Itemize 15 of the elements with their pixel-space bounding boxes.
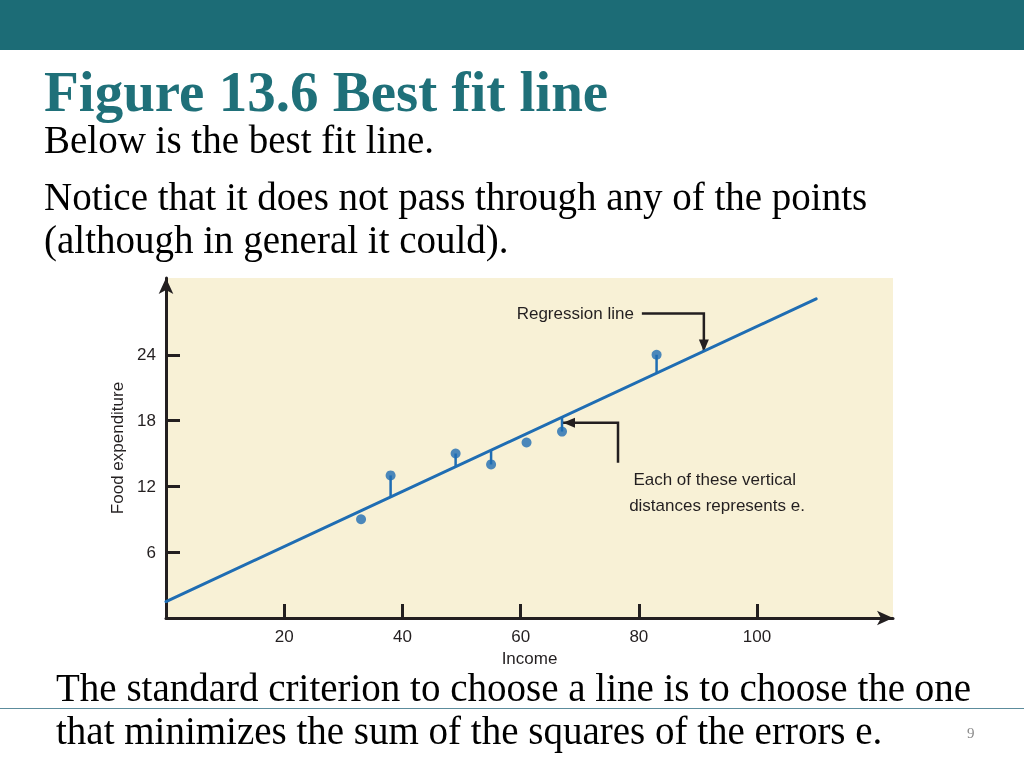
y-axis-title: Food expenditure (108, 381, 127, 515)
y-tick-label: 24 (137, 345, 156, 365)
x-tick-label: 20 (274, 627, 294, 646)
x-axis-title: Income (501, 648, 558, 668)
text: Notice that it does not pass through any of the points (although in general it could). (44, 175, 869, 261)
x-tick-label: 60 (511, 627, 531, 646)
x-tick-label: 80 (629, 627, 649, 646)
annotation: Each of these vertical distances represents e. (629, 470, 805, 516)
x-tick-label: 100 (742, 627, 772, 646)
text: 9 (967, 724, 975, 743)
x-tick-label: 40 (392, 627, 412, 646)
annotation: Regression line (516, 303, 634, 323)
y-tick-label: 6 (146, 542, 156, 562)
y-tick-label: 12 (137, 476, 156, 496)
y-tick-label: 18 (137, 411, 156, 431)
